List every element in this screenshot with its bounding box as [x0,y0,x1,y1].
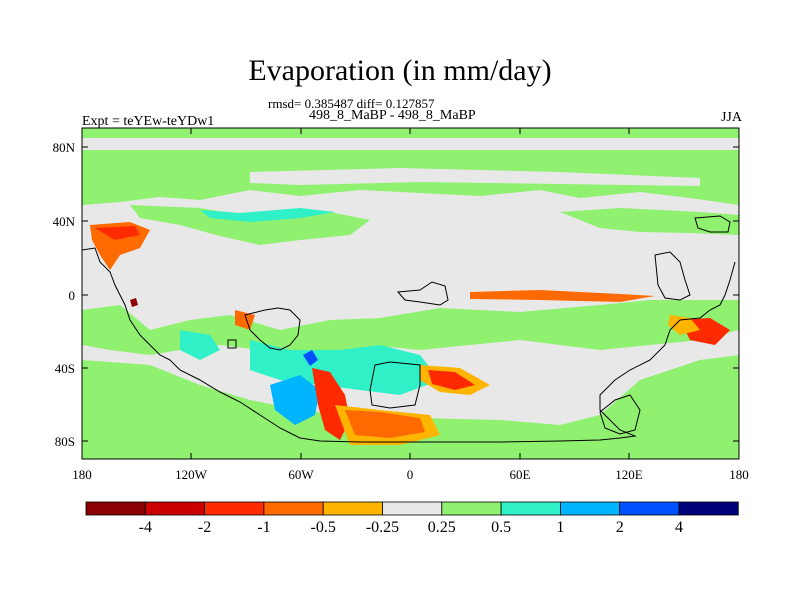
western-cyan [180,330,220,360]
colorbar-swatch [678,501,739,516]
y-tick-label: 80N [53,140,76,155]
colorbar-label: 1 [556,519,564,536]
colorbar-swatch [500,501,561,516]
colorbar-label: 4 [675,519,683,536]
small-island-outline [227,339,237,349]
east-orange-streak [470,290,655,302]
colorbar-swatch [322,501,383,516]
chart-title: Evaporation (in mm/day) [248,54,552,87]
south-atlantic-red [428,370,475,390]
y-tick-label: 0 [69,288,76,303]
upper-white-strip [250,168,700,186]
colorbar-label: -2 [198,519,211,536]
island-outline [244,307,301,351]
colorbar: -4 -2 -1 -0.5 -0.25 0.25 0.5 1 2 4 [85,501,739,536]
colorbar-swatch [144,501,206,516]
blue-streak-north [200,208,335,222]
northeast-landmass-outline [694,215,731,233]
southern-dark-blue [303,350,318,366]
continent-outlines [82,215,736,443]
colorbar-swatch [263,501,324,516]
x-tick-label: 120E [615,467,643,482]
subtitle: 498_8_MaBP - 498_8_MaBP [309,108,476,123]
colorbar-label: -1 [257,519,270,536]
red-core [312,368,350,440]
x-tick-label: 180 [729,467,749,482]
dark-red-spot [130,298,138,307]
colorbar-label: -0.5 [311,519,336,536]
x-tick-label: 180 [72,467,92,482]
colorbar-label: -4 [139,519,152,536]
contour-fields [82,128,739,459]
colorbar-swatch [619,501,680,516]
y-tick-label: 40S [55,361,75,376]
far-east-orange [668,315,700,335]
colorbar-swatch [85,501,146,516]
x-tick-label: 120W [175,467,208,482]
colorbar-swatch [204,501,265,516]
colorbar-label: 2 [616,519,624,536]
colorbar-swatch [441,501,502,516]
east-green-patch [560,208,739,235]
x-tick-label: 0 [407,467,414,482]
axis-ticks [81,128,740,459]
west-red-patch [95,226,140,240]
stats-text: rmsd= 0.385487 diff= 0.127857 [268,96,435,111]
tropical-green [82,300,739,360]
x-tick-label: 60W [288,467,314,482]
southern-landmass-outline [599,394,641,435]
colorbar-label: 0.25 [428,519,456,536]
west-coast-outline [82,247,736,443]
y-tick-label: 80S [55,434,75,449]
colorbar-label: 0.5 [491,519,511,536]
southern-ocean-green [82,355,739,459]
central-landmass-outline [369,361,421,409]
southern-blue [270,375,320,425]
colorbar-swatch [560,501,621,516]
east-landmass-outline [654,251,691,301]
x-tick-label: 60E [510,467,531,482]
y-tick-label: 40N [53,214,76,229]
colorbar-label: -0.25 [366,519,399,536]
southern-red [345,410,425,438]
season-label: JJA [720,110,742,125]
africa-outline [396,281,449,306]
western-orange-small [235,310,255,330]
experiment-label: Expt = teYEw-teYDw1 [82,114,215,129]
colorbar-swatch [382,501,443,516]
